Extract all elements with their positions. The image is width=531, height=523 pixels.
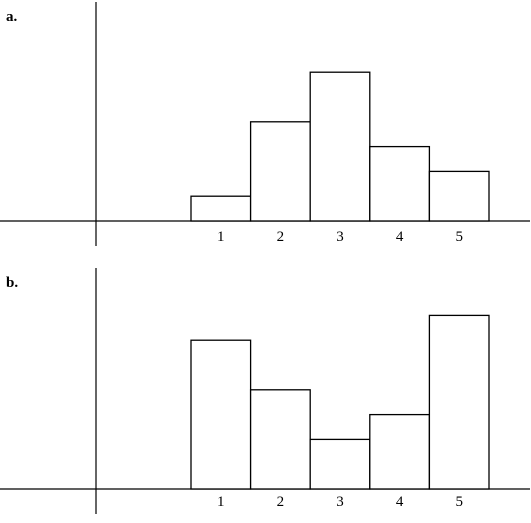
bar-b-3 [309,438,371,490]
bars-a [190,71,490,222]
bars-b [190,314,490,490]
tick-label-b-4: 4 [396,494,404,510]
tick-label-a-4: 4 [396,229,404,245]
tick-label-b-1: 1 [217,494,225,510]
panel-label-a: a. [6,9,18,25]
tick-label-b-2: 2 [277,494,285,510]
tick-label-a-3: 3 [336,229,344,245]
bar-b-1 [190,339,252,490]
chart-panel-b: b. 1 2 3 4 5 [0,268,530,514]
tick-labels-b: 1 2 3 4 5 [217,494,463,510]
chart-panel-a: a. 1 2 3 4 5 [0,2,530,246]
bar-b-5 [428,314,490,490]
bar-b-2 [249,389,311,490]
tick-label-b-5: 5 [455,494,463,510]
bar-a-5 [428,170,490,222]
bar-a-3 [309,71,371,222]
bar-a-1 [190,195,252,222]
tick-label-a-5: 5 [455,229,463,245]
tick-label-a-1: 1 [217,229,225,245]
bar-a-2 [249,121,311,222]
tick-labels-a: 1 2 3 4 5 [217,229,463,245]
tick-label-b-3: 3 [336,494,344,510]
tick-label-a-2: 2 [277,229,285,245]
bar-a-4 [369,145,431,222]
panel-label-b: b. [6,275,18,291]
bar-b-4 [369,413,431,490]
